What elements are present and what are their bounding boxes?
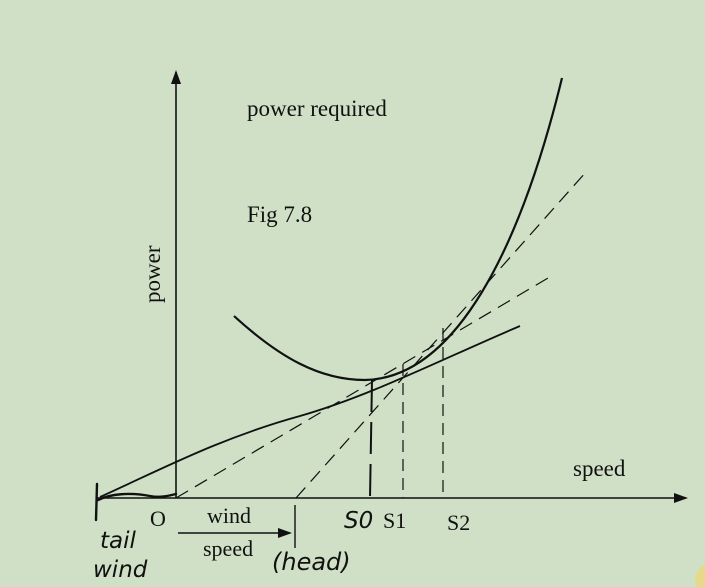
head-label: (head) — [272, 548, 351, 576]
origin-tangent-line — [175, 277, 549, 499]
x-axis-label: speed — [573, 456, 626, 481]
speed-label: speed — [203, 536, 253, 561]
tail-label: tail — [100, 528, 137, 554]
s2-label: S2 — [447, 510, 470, 535]
figure-label: Fig 7.8 — [247, 202, 312, 227]
s1-label: S1 — [383, 508, 406, 533]
tail-wind-label: wind — [93, 557, 148, 583]
power-required-curve — [233, 77, 564, 382]
curve-title: power required — [247, 96, 387, 121]
y-axis-label: power — [140, 245, 165, 303]
tail-wind-tangent-line — [99, 325, 521, 498]
head-wind-tangent-line — [295, 171, 587, 499]
corner-decoration — [695, 564, 705, 587]
wind-label: wind — [207, 503, 251, 528]
s0-label: S0 — [344, 508, 373, 534]
s0-vertical-line — [369, 379, 373, 499]
origin-label: O — [150, 506, 166, 531]
tail-wind-bracket — [94, 482, 178, 522]
